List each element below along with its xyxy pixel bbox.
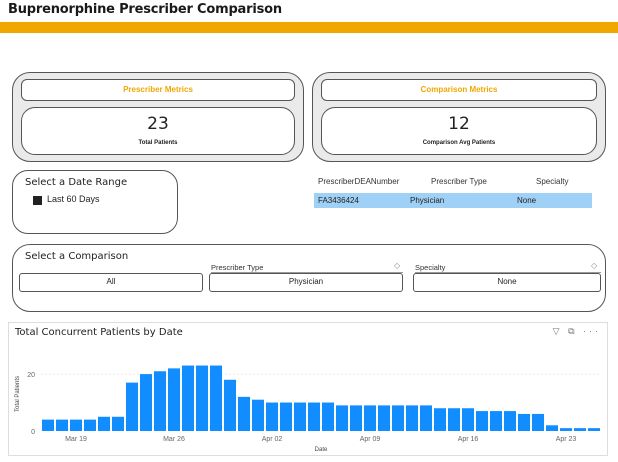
bar [223,379,237,431]
bar [265,402,279,431]
x-tick-label: Mar 26 [163,436,185,443]
bar [335,405,349,431]
total-patients-value: 23 [147,114,169,134]
bar [377,405,391,431]
date-range-slicer: Select a Date Range Last 60 Days [12,170,178,234]
comparison-metrics-header: Comparison Metrics [321,79,597,101]
bar [363,405,377,431]
prescriber-type-divider [211,272,403,273]
page-title: Buprenorphine Prescriber Comparison [8,2,282,17]
bar [111,416,125,431]
bar [545,425,559,431]
bar [237,396,251,431]
bar [475,411,489,431]
title-bar: Buprenorphine Prescriber Comparison [0,0,618,22]
x-tick-label: Apr 09 [360,436,381,443]
prescriber-metrics-value-box: 23 Total Patients [21,107,295,155]
bar [321,402,335,431]
bar [419,405,433,431]
cell-specialty: None [517,196,537,205]
bar [181,365,195,431]
eraser-icon[interactable]: ◇ [394,261,401,270]
bar [125,382,139,431]
bar [559,428,573,431]
bar [251,399,265,431]
bar [447,408,461,431]
accent-bar [0,22,618,33]
bar [307,402,321,431]
y-axis-label: Total Patients [15,376,21,412]
prescriber-type-button[interactable]: Physician [209,273,403,292]
comparison-title: Select a Comparison [25,251,129,262]
prescriber-metrics-card: Prescriber Metrics 23 Total Patients [12,72,304,162]
comparison-metrics-title: Comparison Metrics [420,85,498,94]
prescriber-type-label: Prescriber Type [211,263,264,272]
bar [503,411,517,431]
date-range-option[interactable]: Last 60 Days [47,194,100,204]
bar [349,405,363,431]
bar [69,419,83,431]
bar [83,419,97,431]
bar [433,408,447,431]
column-header-specialty[interactable]: Specialty [536,177,569,186]
bar [587,428,601,431]
comparison-metrics-value-box: 12 Comparison Avg Patients [321,107,597,155]
prescriber-metrics-title: Prescriber Metrics [123,85,193,94]
eraser-icon[interactable]: ◇ [591,261,598,270]
bar-chart: 0 20 Mar 19 Mar 26 Apr 02 Apr 09 Apr 16 Apr 23 D… [15,365,601,453]
specialty-button[interactable]: None [413,273,601,292]
comparison-avg-value: 12 [448,114,470,134]
chart-toolbar-icons[interactable]: ▽ ⧉ ··· [552,326,601,336]
comparison-avg-label: Comparison Avg Patients [422,140,496,146]
x-tick-label: Mar 19 [65,436,87,443]
x-tick-label: Apr 16 [458,436,479,443]
y-tick-label: 0 [31,429,35,436]
bar [517,413,531,431]
cell-prescriber-type: Physician [410,196,445,205]
total-patients-label: Total Patients [138,140,178,146]
bar [97,416,111,431]
bar [293,402,307,431]
specialty-label: Specialty [415,263,446,272]
y-tick-label: 20 [27,372,35,379]
all-button[interactable]: All [19,273,203,292]
bar [55,419,69,431]
comparison-metrics-card: Comparison Metrics 12 Comparison Avg Pat… [312,72,606,162]
bar [573,428,587,431]
cell-dea-number: FA3436424 [318,196,359,205]
x-tick-label: Apr 23 [556,436,577,443]
date-range-title: Select a Date Range [25,177,128,188]
x-tick-label: Apr 02 [262,436,283,443]
bar [405,405,419,431]
bar [153,371,167,431]
column-header-prescriber-type[interactable]: Prescriber Type [431,177,487,186]
bar [391,405,405,431]
bar [461,408,475,431]
comparison-panel: Select a Comparison All Prescriber Type … [12,244,606,312]
chart-container: Total Concurrent Patients by Date ▽ ⧉ ··… [8,322,608,456]
date-range-checkbox[interactable] [33,196,42,205]
bar [41,419,55,431]
prescriber-metrics-header: Prescriber Metrics [21,79,295,101]
bar [209,365,223,431]
bar [489,411,503,431]
bar [167,368,181,431]
table-row[interactable]: FA3436424 Physician None [314,193,592,208]
chart-title: Total Concurrent Patients by Date [15,327,183,338]
bar [139,374,153,431]
column-header-dea[interactable]: PrescriberDEANumber [318,177,400,186]
specialty-divider [415,272,601,273]
bar [195,365,209,431]
x-axis-label: Date [315,447,328,453]
bar [531,413,545,431]
bar [279,402,293,431]
